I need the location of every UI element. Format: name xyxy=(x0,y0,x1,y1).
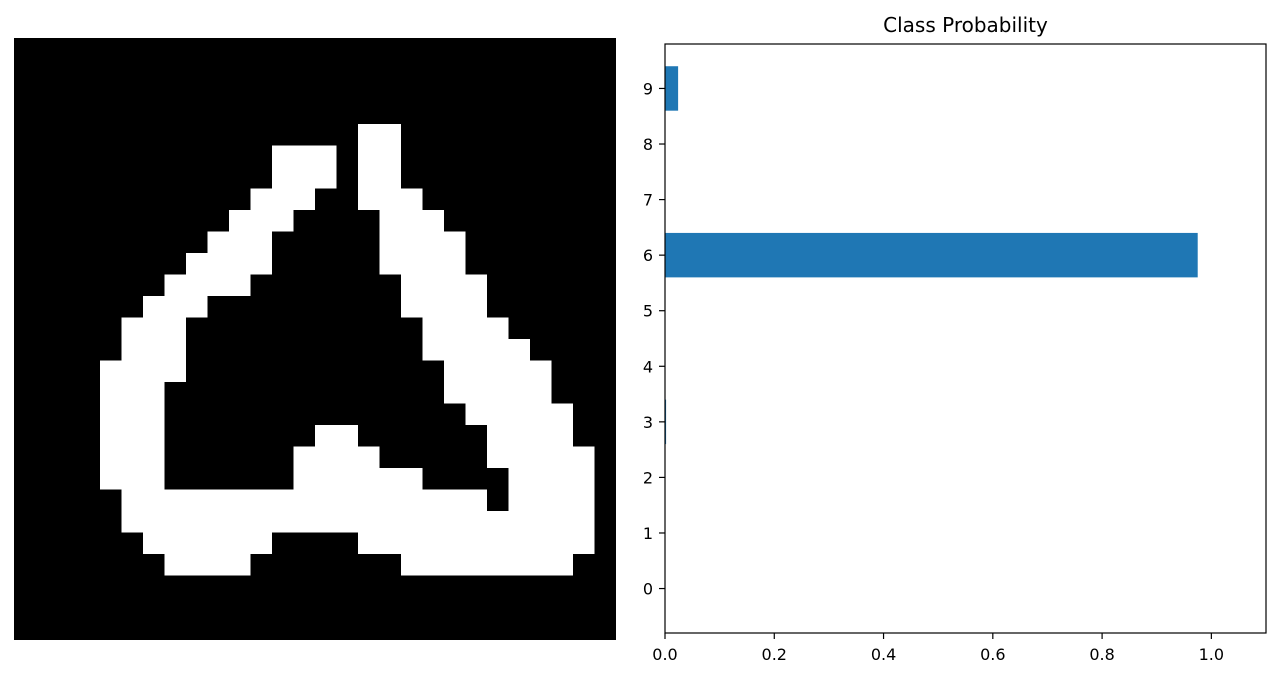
x-tick-label: 1.0 xyxy=(1199,645,1224,664)
x-tick-label: 0.6 xyxy=(980,645,1005,664)
x-axis: 0.0 0.2 0.4 0.6 0.8 1.0 xyxy=(652,633,1224,664)
x-tick-label: 0.0 xyxy=(652,645,677,664)
x-tick-label: 0.2 xyxy=(762,645,787,664)
x-tick-label: 0.4 xyxy=(871,645,896,664)
y-tick-label: 8 xyxy=(643,135,653,154)
bar-class-6 xyxy=(665,232,1198,278)
y-tick-label: 2 xyxy=(643,468,653,487)
y-tick-label: 1 xyxy=(643,524,653,543)
y-tick-label: 9 xyxy=(643,79,653,98)
y-tick-label: 6 xyxy=(643,246,653,265)
digit-image xyxy=(14,38,616,640)
y-tick-label: 5 xyxy=(643,302,653,321)
y-axis: 0 1 2 3 4 5 6 7 8 9 xyxy=(643,79,665,599)
x-tick-label: 0.8 xyxy=(1089,645,1114,664)
y-tick-label: 4 xyxy=(643,357,653,376)
y-tick-label: 7 xyxy=(643,191,653,210)
chart-title: Class Probability xyxy=(883,13,1048,37)
plot-frame xyxy=(664,43,1267,634)
y-tick-label: 0 xyxy=(643,580,653,599)
bars-layer xyxy=(665,66,1198,445)
bar-class-9 xyxy=(665,66,679,111)
y-tick-label: 3 xyxy=(643,413,653,432)
